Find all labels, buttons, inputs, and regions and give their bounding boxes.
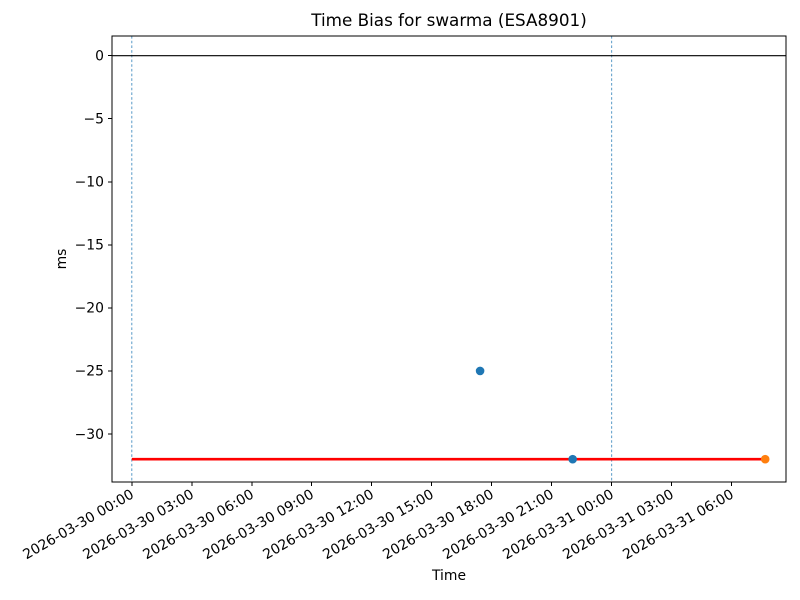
x-tick-label: 2026-03-30 15:00 bbox=[320, 487, 436, 563]
y-tick-label: 0 bbox=[95, 48, 104, 64]
plot-border bbox=[111, 35, 787, 483]
x-tick-label: 2026-03-31 03:00 bbox=[560, 487, 676, 563]
x-tick-label: 2026-03-30 21:00 bbox=[440, 487, 556, 563]
measurement-marker bbox=[568, 454, 577, 464]
x-tick-label: 2026-03-30 00:00 bbox=[20, 487, 136, 563]
x-tick-label: 2026-03-30 12:00 bbox=[260, 487, 376, 563]
y-axis-label: ms bbox=[54, 249, 70, 270]
y-tick-label: −10 bbox=[75, 175, 104, 191]
x-tick-label: 2026-03-30 06:00 bbox=[140, 487, 256, 563]
x-tick-label: 2026-03-31 06:00 bbox=[620, 487, 736, 563]
x-axis-label: Time bbox=[431, 568, 466, 584]
y-tick-label: −15 bbox=[75, 238, 104, 254]
y-tick-label: −25 bbox=[75, 364, 104, 380]
x-tick-label: 2026-03-31 00:00 bbox=[500, 487, 616, 563]
chart-title: Time Bias for swarma (ESA8901) bbox=[310, 10, 587, 30]
y-tick-label: −30 bbox=[75, 427, 104, 443]
x-tick-label: 2026-03-30 09:00 bbox=[200, 487, 316, 563]
y-tick-label: −5 bbox=[84, 112, 104, 128]
measurement-marker bbox=[475, 366, 485, 376]
x-tick-label: 2026-03-30 03:00 bbox=[80, 487, 196, 563]
latest-point-marker bbox=[760, 454, 770, 464]
y-tick-label: −20 bbox=[75, 301, 104, 317]
x-tick-label: 2026-03-30 18:00 bbox=[380, 487, 496, 563]
